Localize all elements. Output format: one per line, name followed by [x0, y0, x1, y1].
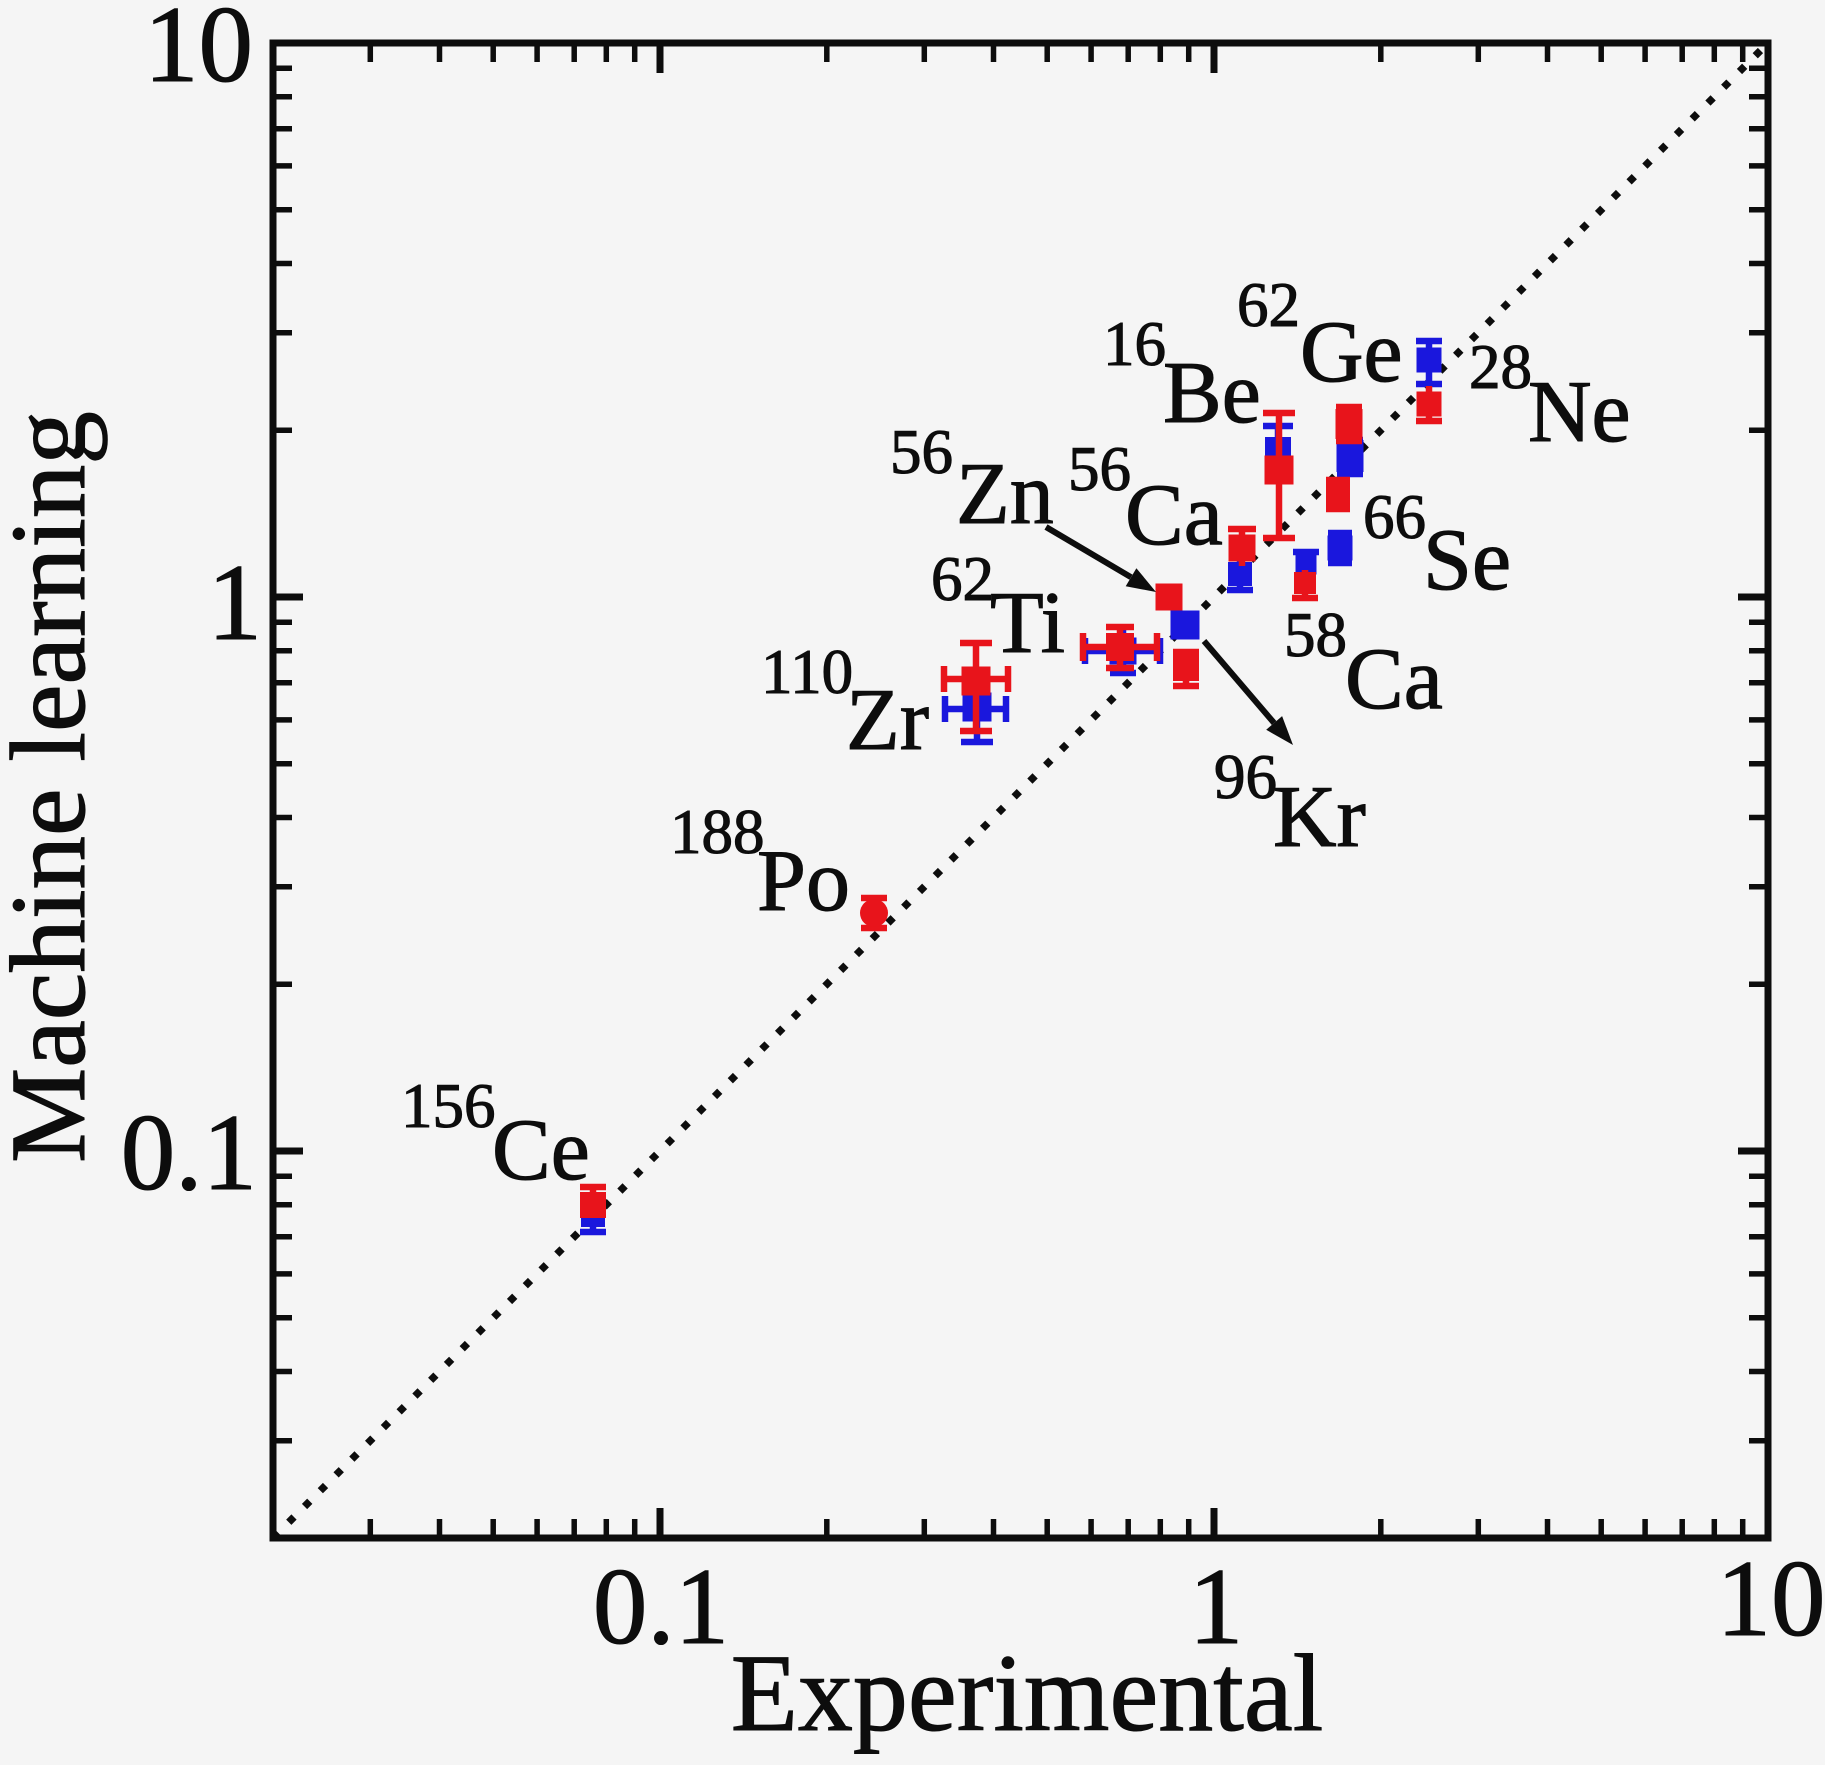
- svg-text:58: 58: [1284, 600, 1347, 670]
- svg-text:1: 1: [208, 542, 263, 663]
- svg-text:156: 156: [401, 1071, 496, 1141]
- svg-text:188: 188: [670, 797, 765, 867]
- svg-text:Ce: Ce: [492, 1102, 590, 1199]
- svg-text:62: 62: [931, 544, 994, 614]
- svg-text:Zn: Zn: [956, 446, 1054, 543]
- svg-text:Ne: Ne: [1528, 364, 1631, 461]
- svg-text:Ca: Ca: [1125, 467, 1223, 564]
- svg-text:16: 16: [1103, 309, 1166, 379]
- svg-text:96: 96: [1214, 742, 1277, 812]
- svg-text:Ca: Ca: [1345, 631, 1443, 728]
- svg-text:Po: Po: [757, 833, 850, 930]
- svg-text:Se: Se: [1423, 512, 1511, 609]
- svg-text:Ge: Ge: [1300, 304, 1403, 401]
- svg-text:110: 110: [761, 637, 853, 707]
- svg-text:0.1: 0.1: [593, 1546, 729, 1667]
- svg-text:10: 10: [144, 0, 253, 105]
- svg-text:66: 66: [1363, 482, 1426, 552]
- svg-text:Kr: Kr: [1273, 769, 1366, 866]
- svg-text:56: 56: [1068, 434, 1131, 504]
- svg-text:Ti: Ti: [990, 575, 1065, 672]
- svg-text:Be: Be: [1163, 345, 1261, 442]
- svg-text:0.1: 0.1: [121, 1092, 257, 1213]
- svg-text:62: 62: [1237, 270, 1300, 340]
- svg-text:28: 28: [1469, 332, 1532, 402]
- svg-text:Zr: Zr: [846, 672, 929, 769]
- svg-text:Machine learning: Machine learning: [0, 411, 108, 1163]
- svg-text:10: 10: [1717, 1538, 1825, 1659]
- svg-text:Experimental: Experimental: [731, 1632, 1324, 1754]
- svg-text:56: 56: [890, 417, 953, 487]
